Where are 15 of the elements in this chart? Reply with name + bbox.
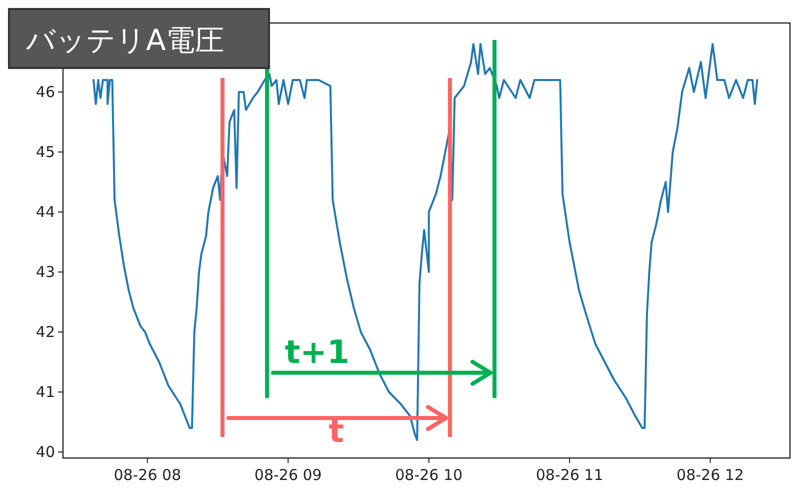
y-tick-label: 42: [36, 323, 55, 341]
x-tick-label: 08-26 08: [114, 466, 182, 484]
y-tick-label: 44: [36, 203, 55, 221]
x-tick-label: 08-26 09: [254, 466, 322, 484]
x-tick-label: 08-26 11: [536, 466, 604, 484]
y-tick-label: 40: [36, 443, 55, 461]
y-tick-label: 45: [36, 143, 55, 161]
y-tick-label: 41: [36, 383, 55, 401]
x-tick-label: 08-26 12: [676, 466, 744, 484]
y-tick-label: 46: [36, 83, 55, 101]
x-tick-label: 08-26 10: [395, 466, 463, 484]
chart-title: バッテリA電圧: [25, 23, 224, 57]
annotation: t: [328, 412, 344, 450]
annotation: t+1: [284, 332, 350, 371]
y-tick-label: 43: [36, 263, 55, 281]
